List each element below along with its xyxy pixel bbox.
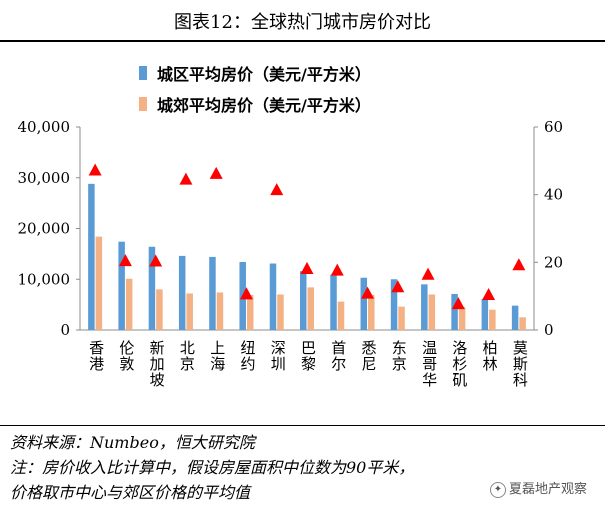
legend: 城区平均房价（美元/平方米） 城郊平均房价（美元/平方米） (139, 65, 371, 115)
bar-suburban (156, 289, 163, 330)
source-note: 资料来源：Numbeo，恒大研究院 (10, 433, 255, 452)
x-tick-label: 首尔 (329, 340, 347, 372)
y-left-tick-label: 20,000 (18, 220, 71, 238)
bar-urban (360, 277, 368, 330)
legend-swatch-suburban (139, 97, 147, 111)
bar-urban (481, 299, 489, 330)
y-left-tick-label: 0 (60, 321, 70, 339)
ratio-marker (239, 287, 253, 300)
ratio-marker (88, 163, 102, 176)
axes: 0 10,000 20,000 30,000 40,000 0 20 40 60 (18, 118, 564, 339)
bar-suburban (368, 294, 375, 330)
bar-suburban (519, 317, 526, 330)
bar-urban (209, 256, 216, 330)
x-tick-label: 新加坡 (148, 340, 166, 388)
bar-urban (390, 279, 398, 330)
bar-urban (88, 183, 95, 330)
chart: 城区平均房价（美元/平方米） 城郊平均房价（美元/平方米） 0 10,000 20,… (18, 65, 564, 388)
notes: 资料来源：Numbeo，恒大研究院 注：房价收入比计算中，假设房屋面积中位数为9… (10, 430, 600, 505)
ratio-marker (391, 280, 405, 293)
x-tick-label: 悉尼 (360, 340, 378, 372)
ratio-marker (149, 254, 163, 267)
ratio-marker (512, 258, 526, 271)
y-right-tick-label: 20 (544, 253, 563, 271)
x-tick-label: 巴黎 (299, 340, 317, 372)
chart-title: 图表12：全球热门城市房价对比 (174, 12, 431, 33)
bar-suburban (95, 236, 103, 330)
x-tick-label: 莫斯科 (511, 340, 529, 388)
ratio-marker (209, 166, 223, 179)
ratio-marker (330, 263, 344, 276)
legend-label-urban: 城区平均房价（美元/平方米） (157, 65, 371, 84)
x-tick-label: 柏林 (481, 340, 499, 372)
watermark: ✦ 夏磊地产观察 (485, 476, 591, 500)
bar-urban (148, 246, 156, 330)
title-rule (0, 40, 605, 42)
bar-suburban (246, 294, 254, 330)
watermark-text: 夏磊地产观察 (508, 482, 587, 497)
bar-urban (118, 241, 125, 330)
x-tick-label: 伦敦 (117, 340, 135, 372)
ratio-marker (482, 287, 496, 300)
ratio-marker (300, 261, 314, 274)
x-tick-label: 洛杉矶 (450, 340, 468, 388)
bar-suburban (186, 293, 193, 330)
bar-urban (451, 293, 458, 330)
ratio-marker (118, 254, 132, 267)
x-tick-label: 上海 (208, 340, 226, 372)
y-left-tick-label: 30,000 (18, 169, 71, 187)
ratio-marker (270, 183, 284, 196)
bar-suburban (216, 292, 224, 330)
x-tick-labels: 香港 伦敦 新加坡 北京 上海 纽约 深圳 巴黎 首尔 悉尼 东京 温哥华 洛杉矶 柏林 莫斯科 (87, 340, 529, 388)
bar-suburban (428, 294, 436, 330)
footnote-line-1: 注：房价收入比计算中，假设房屋面积中位数为90平米， (10, 458, 415, 477)
ratio-marker (179, 172, 193, 185)
bar-suburban (337, 301, 345, 330)
bar-suburban (307, 287, 314, 330)
x-tick-label: 纽约 (238, 340, 256, 372)
bar-urban (421, 284, 428, 330)
x-tick-label: 北京 (178, 340, 196, 372)
footnote-line-2: 价格取市中心与郊区价格的平均值 (10, 483, 251, 502)
bars (88, 183, 526, 330)
bar-urban (511, 305, 519, 330)
bar-suburban (458, 307, 466, 330)
bar-suburban (125, 278, 133, 330)
x-tick-label: 深圳 (269, 340, 287, 372)
bar-suburban (277, 294, 284, 330)
wechat-icon: ✦ (489, 481, 506, 498)
ratio-markers (88, 163, 526, 310)
bar-suburban (398, 306, 405, 330)
legend-label-suburban: 城郊平均房价（美元/平方米） (157, 96, 371, 115)
x-tick-label: 温哥华 (420, 340, 438, 388)
y-right-tick-label: 0 (544, 321, 554, 339)
bar-urban (330, 274, 337, 330)
legend-swatch-urban (139, 66, 147, 80)
x-tick-label: 东京 (390, 340, 408, 372)
notes-rule (0, 425, 605, 426)
bar-urban (300, 271, 307, 330)
ratio-marker (361, 286, 375, 299)
bar-suburban (489, 309, 496, 330)
y-left-tick-label: 40,000 (18, 118, 71, 136)
bar-urban (178, 255, 186, 330)
x-tick-label: 香港 (87, 340, 105, 372)
bar-urban (269, 263, 277, 330)
y-left-tick-label: 10,000 (18, 270, 71, 288)
y-right-tick-label: 60 (544, 118, 563, 136)
ratio-marker (421, 267, 435, 280)
y-right-tick-label: 40 (544, 186, 563, 204)
ratio-marker (451, 297, 465, 310)
